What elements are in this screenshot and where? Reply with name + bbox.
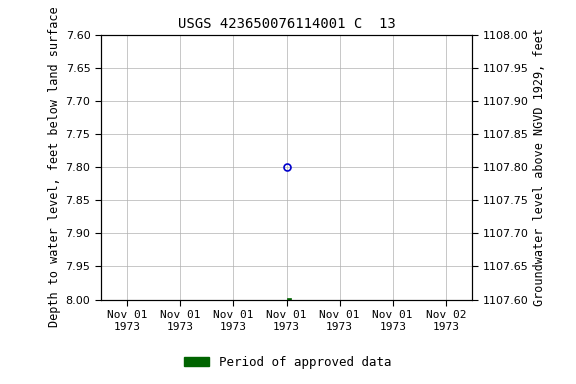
- Legend: Period of approved data: Period of approved data: [179, 351, 397, 374]
- Y-axis label: Depth to water level, feet below land surface: Depth to water level, feet below land su…: [48, 7, 61, 327]
- Title: USGS 423650076114001 C  13: USGS 423650076114001 C 13: [177, 17, 396, 31]
- Y-axis label: Groundwater level above NGVD 1929, feet: Groundwater level above NGVD 1929, feet: [533, 28, 546, 306]
